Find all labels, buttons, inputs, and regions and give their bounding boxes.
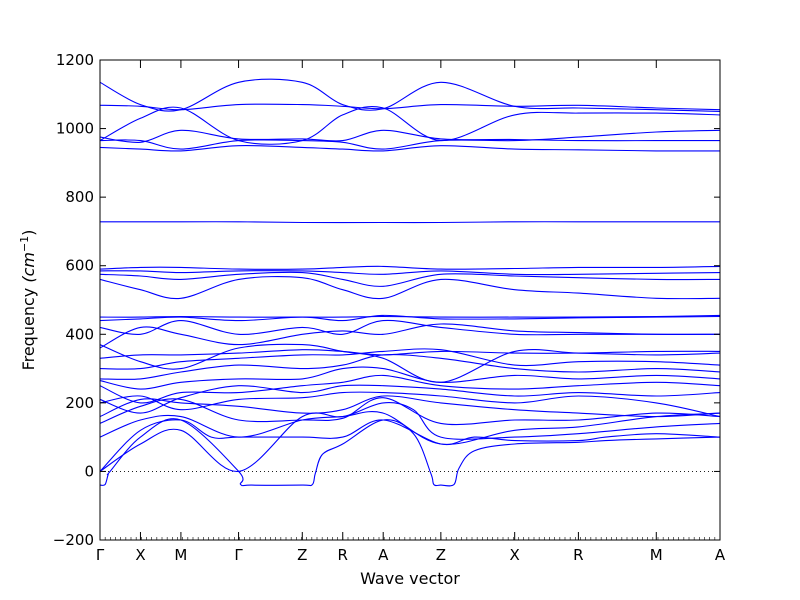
band-line-20 <box>100 270 720 276</box>
band-line-28 <box>100 78 720 112</box>
x-tick-label: X <box>510 546 520 564</box>
y-tick-label: 0 <box>84 462 94 480</box>
x-tick-label: A <box>378 546 389 564</box>
band-line-14 <box>100 323 720 349</box>
band-series-group <box>100 78 720 487</box>
band-line-26 <box>100 105 720 145</box>
y-axis-label-text: Frequency <box>19 288 38 371</box>
band-line-11 <box>100 348 720 370</box>
band-line-10 <box>100 354 720 380</box>
x-axis-label: Wave vector <box>360 569 460 588</box>
y-axis-label: Frequency (cm−1) <box>18 230 39 371</box>
y-tick-label: 1000 <box>56 120 94 138</box>
band-line-21 <box>100 265 720 270</box>
x-tick-label: R <box>573 546 583 564</box>
y-tick-label: −200 <box>53 531 94 549</box>
x-tick-label: A <box>715 546 726 564</box>
band-line-4 <box>100 397 720 426</box>
band-line-6 <box>100 391 720 418</box>
y-axis-label-unit: (cm <box>19 252 38 283</box>
x-tick-label: Z <box>297 546 307 564</box>
x-tick-label: M <box>174 546 187 564</box>
x-tick-label: M <box>650 546 663 564</box>
y-tick-label: 400 <box>65 325 94 343</box>
band-line-15 <box>100 319 720 336</box>
band-line-19 <box>100 271 720 287</box>
band-line-22 <box>100 221 720 224</box>
y-tick-label: 1200 <box>56 51 94 69</box>
band-line-7 <box>100 384 720 414</box>
band-line-8 <box>100 374 720 404</box>
plot-area <box>100 78 720 487</box>
band-line-24 <box>100 129 720 150</box>
y-tick-label: 600 <box>65 257 94 275</box>
band-line-9 <box>100 366 720 390</box>
band-line-2 <box>100 419 720 472</box>
band-line-0 <box>100 418 720 487</box>
band-line-17 <box>100 314 720 318</box>
band-line-18 <box>100 276 720 300</box>
plot-frame <box>99 59 721 541</box>
band-line-1 <box>100 402 720 472</box>
x-tick-label: Γ <box>96 546 105 564</box>
band-line-23 <box>100 145 720 152</box>
band-line-13 <box>100 343 720 383</box>
y-axis-label-unit-close: ) <box>19 230 38 236</box>
band-line-25 <box>100 129 720 143</box>
y-tick-label: 200 <box>65 394 94 412</box>
high-symmetry-lines <box>139 60 657 540</box>
band-line-3 <box>100 411 720 445</box>
x-tick-label: R <box>338 546 348 564</box>
x-tick-label: Z <box>436 546 446 564</box>
x-tick-label: Γ <box>234 546 243 564</box>
y-axis-label-unit-exponent: −1 <box>18 236 31 252</box>
y-tick-label: 800 <box>65 188 94 206</box>
x-tick-label: X <box>135 546 145 564</box>
band-line-5 <box>100 395 720 418</box>
